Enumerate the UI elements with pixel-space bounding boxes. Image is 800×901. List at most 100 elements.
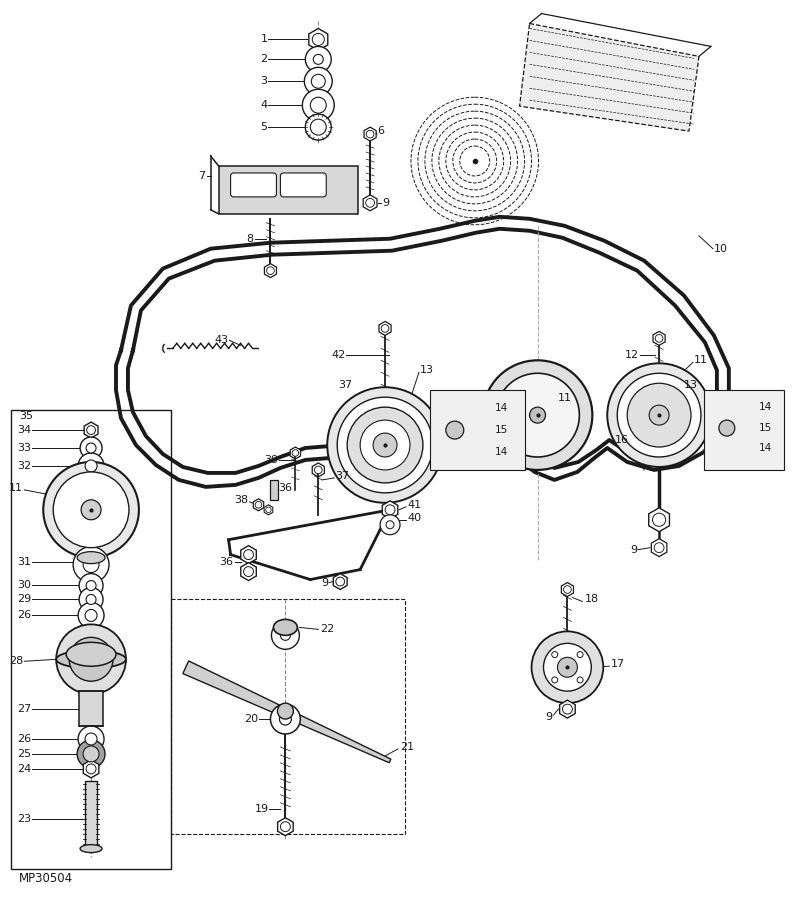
Circle shape bbox=[69, 637, 113, 681]
Circle shape bbox=[79, 574, 103, 597]
Text: 38: 38 bbox=[234, 495, 249, 505]
Circle shape bbox=[312, 33, 324, 45]
Circle shape bbox=[385, 505, 395, 514]
Circle shape bbox=[452, 449, 458, 455]
Text: 15: 15 bbox=[758, 423, 772, 433]
Circle shape bbox=[336, 578, 345, 586]
Circle shape bbox=[85, 609, 97, 622]
Circle shape bbox=[73, 547, 109, 583]
Polygon shape bbox=[519, 23, 699, 132]
Polygon shape bbox=[264, 505, 273, 514]
Circle shape bbox=[366, 131, 374, 138]
Circle shape bbox=[373, 433, 397, 457]
Polygon shape bbox=[382, 501, 398, 519]
Polygon shape bbox=[241, 546, 256, 564]
Text: 37: 37 bbox=[335, 471, 350, 481]
Circle shape bbox=[311, 74, 326, 88]
Text: 14: 14 bbox=[494, 447, 508, 457]
Text: 30: 30 bbox=[18, 579, 31, 589]
Circle shape bbox=[654, 542, 664, 552]
Circle shape bbox=[552, 651, 558, 658]
Text: 39: 39 bbox=[264, 455, 278, 465]
FancyBboxPatch shape bbox=[230, 173, 277, 197]
Circle shape bbox=[85, 460, 97, 472]
Polygon shape bbox=[278, 818, 293, 835]
Circle shape bbox=[43, 462, 139, 558]
Bar bbox=[11, 410, 170, 869]
Circle shape bbox=[446, 421, 464, 439]
Text: 6: 6 bbox=[377, 126, 384, 136]
Text: 11: 11 bbox=[694, 355, 708, 365]
Circle shape bbox=[314, 466, 322, 474]
Text: 32: 32 bbox=[17, 461, 31, 471]
Polygon shape bbox=[254, 499, 264, 511]
Circle shape bbox=[271, 622, 299, 650]
Text: 33: 33 bbox=[18, 443, 31, 453]
Polygon shape bbox=[265, 264, 277, 278]
Polygon shape bbox=[653, 332, 665, 345]
Circle shape bbox=[255, 502, 262, 508]
Polygon shape bbox=[560, 700, 575, 718]
Circle shape bbox=[562, 705, 572, 714]
Text: 35: 35 bbox=[19, 411, 34, 421]
Text: MP30504: MP30504 bbox=[19, 872, 74, 885]
Ellipse shape bbox=[56, 651, 126, 669]
Circle shape bbox=[78, 603, 104, 628]
Ellipse shape bbox=[66, 642, 116, 666]
Text: 21: 21 bbox=[400, 742, 414, 752]
Circle shape bbox=[719, 420, 735, 436]
Polygon shape bbox=[649, 508, 670, 532]
Bar bbox=[430, 390, 525, 470]
Circle shape bbox=[649, 405, 669, 425]
Circle shape bbox=[80, 437, 102, 459]
Circle shape bbox=[720, 441, 734, 455]
Text: 36: 36 bbox=[219, 557, 234, 567]
Circle shape bbox=[445, 398, 465, 418]
Polygon shape bbox=[312, 463, 324, 477]
Circle shape bbox=[310, 97, 326, 114]
Circle shape bbox=[382, 324, 389, 332]
Text: 7: 7 bbox=[198, 171, 206, 181]
Circle shape bbox=[83, 746, 99, 762]
Ellipse shape bbox=[77, 551, 105, 564]
Bar bbox=[170, 599, 405, 833]
Text: 11: 11 bbox=[10, 483, 23, 493]
Text: 34: 34 bbox=[17, 425, 31, 435]
Circle shape bbox=[81, 500, 101, 520]
Text: 24: 24 bbox=[17, 764, 31, 774]
Circle shape bbox=[306, 114, 331, 140]
Ellipse shape bbox=[80, 844, 102, 852]
Text: 3: 3 bbox=[261, 77, 267, 86]
Text: 14: 14 bbox=[758, 402, 772, 412]
Circle shape bbox=[552, 677, 558, 683]
Circle shape bbox=[718, 398, 736, 416]
Text: 13: 13 bbox=[420, 365, 434, 376]
Text: 19: 19 bbox=[254, 804, 269, 814]
Circle shape bbox=[618, 373, 701, 457]
Text: 23: 23 bbox=[17, 814, 31, 824]
Text: 13: 13 bbox=[684, 380, 698, 390]
Circle shape bbox=[77, 740, 105, 768]
Circle shape bbox=[543, 643, 591, 691]
Circle shape bbox=[577, 677, 583, 683]
Ellipse shape bbox=[274, 619, 298, 635]
Circle shape bbox=[78, 726, 104, 752]
Polygon shape bbox=[651, 539, 667, 557]
Text: 28: 28 bbox=[9, 656, 23, 666]
Circle shape bbox=[79, 587, 103, 612]
Text: 15: 15 bbox=[494, 425, 508, 435]
Circle shape bbox=[563, 586, 571, 594]
Circle shape bbox=[447, 444, 462, 460]
Text: 17: 17 bbox=[611, 660, 626, 669]
Text: 11: 11 bbox=[558, 393, 571, 403]
Circle shape bbox=[451, 405, 458, 412]
Polygon shape bbox=[379, 322, 391, 335]
Text: 26: 26 bbox=[17, 734, 31, 744]
Text: 25: 25 bbox=[17, 749, 31, 759]
Circle shape bbox=[304, 68, 332, 96]
Text: 27: 27 bbox=[17, 704, 31, 714]
Text: 2: 2 bbox=[260, 54, 267, 64]
Circle shape bbox=[327, 387, 443, 503]
Text: 9: 9 bbox=[321, 578, 328, 587]
Circle shape bbox=[86, 443, 96, 453]
